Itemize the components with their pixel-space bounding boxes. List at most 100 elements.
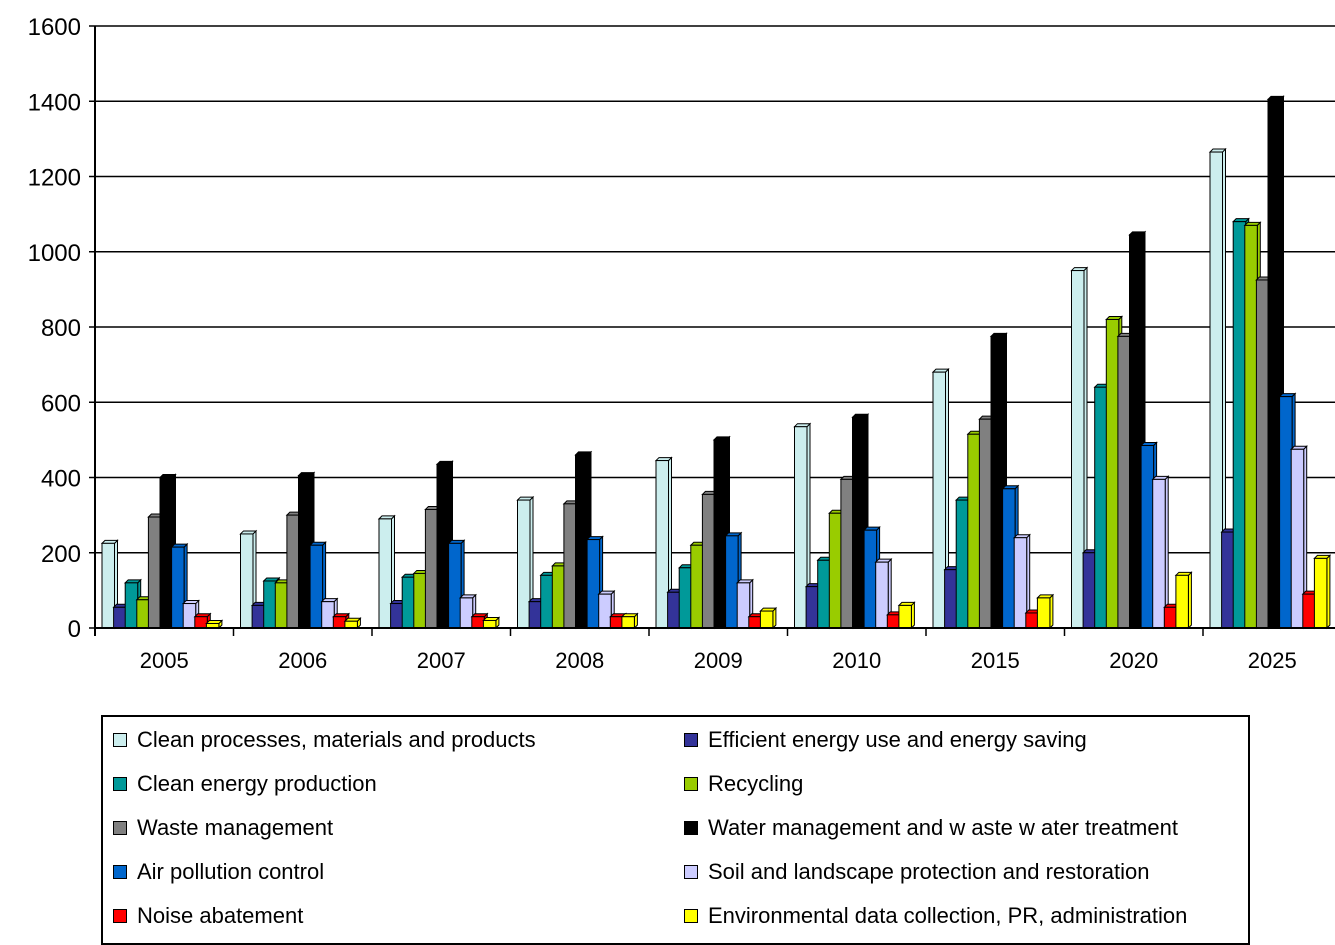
bar-front	[1267, 98, 1281, 629]
bar-front	[1175, 574, 1189, 629]
bar-front	[967, 433, 981, 629]
bar-front	[424, 508, 439, 629]
bar-front	[725, 535, 739, 629]
x-tick-label: 2020	[1109, 648, 1158, 673]
bar	[712, 435, 731, 630]
bar-front	[852, 416, 866, 629]
legend: Clean processes, materials and products E…	[101, 715, 1250, 945]
bar-front	[840, 478, 854, 629]
legend-item: Clean energy production	[113, 771, 377, 797]
bar	[205, 619, 224, 630]
bar-front	[459, 597, 474, 629]
bar-front	[251, 604, 266, 629]
bar-front	[1279, 396, 1293, 629]
y-tick-label: 400	[41, 466, 81, 493]
bar	[1012, 533, 1031, 630]
x-tick-label: 2025	[1248, 648, 1297, 673]
bar-front	[990, 335, 1004, 629]
bar-front	[713, 439, 727, 629]
bar	[1313, 554, 1332, 630]
bar-front	[609, 616, 624, 629]
bar-front	[598, 593, 612, 629]
bar-front	[1002, 488, 1016, 629]
bar-front	[240, 533, 254, 629]
bar-front	[794, 426, 808, 629]
legend-swatch	[113, 733, 127, 747]
bar-front	[932, 371, 946, 629]
bar-front	[1209, 151, 1223, 629]
bar-front	[1163, 606, 1178, 629]
bar-front	[298, 475, 312, 629]
bar-front	[690, 544, 704, 629]
bar-front	[448, 542, 462, 629]
legend-item: Water management and w aste w ater treat…	[684, 815, 1178, 841]
legend-swatch	[684, 909, 698, 923]
legend-item: Noise abatement	[113, 903, 303, 929]
bar-front	[528, 601, 543, 629]
bar-front	[1036, 597, 1051, 629]
bar-front	[805, 586, 820, 629]
bar-front	[390, 603, 404, 629]
bar-front	[182, 603, 197, 629]
y-tick-label: 1400	[28, 89, 81, 116]
legend-swatch	[684, 865, 698, 879]
bar-front	[817, 559, 831, 629]
bar-front	[955, 499, 970, 629]
legend-label: Noise abatement	[137, 903, 304, 928]
x-tick-label: 2006	[278, 648, 327, 673]
bar-front	[286, 514, 300, 629]
bar-front	[1117, 335, 1131, 629]
y-tick-label: 1600	[28, 14, 81, 41]
bar	[1036, 593, 1055, 630]
bar	[793, 422, 812, 630]
bar	[620, 612, 639, 630]
legend-item: Clean processes, materials and products	[113, 727, 536, 753]
bar-front	[621, 616, 635, 629]
bar	[654, 456, 673, 630]
bar-front	[378, 518, 392, 629]
bar-front	[828, 512, 843, 629]
bar-front	[1255, 279, 1270, 629]
legend-label: Water management and w aste w ater treat…	[708, 815, 1178, 840]
x-tick-label: 2010	[832, 648, 881, 673]
bar-front	[401, 576, 416, 629]
legend-swatch	[113, 777, 127, 791]
legend-item: Waste management	[113, 815, 333, 841]
bar-front	[436, 463, 450, 629]
bar-front	[563, 503, 577, 629]
bar-front	[482, 619, 497, 629]
bar-front	[1313, 557, 1328, 629]
bar-front	[748, 616, 762, 629]
bar-front	[886, 614, 901, 629]
bar	[1174, 571, 1193, 630]
bar-front	[736, 582, 751, 629]
bar	[482, 616, 501, 630]
y-tick-label: 800	[41, 315, 81, 342]
legend-label: Environmental data collection, PR, admin…	[708, 903, 1188, 928]
x-tick-label: 2007	[417, 648, 466, 673]
legend-item: Efficient energy use and energy saving	[684, 727, 1087, 753]
axes	[89, 25, 1335, 636]
bar-front	[113, 606, 127, 629]
bar-front	[471, 616, 485, 629]
bar-front	[171, 546, 185, 629]
bar-front	[344, 620, 358, 629]
bar	[931, 367, 950, 630]
legend-swatch	[113, 909, 127, 923]
legend-label: Air pollution control	[137, 859, 325, 884]
bar-front	[332, 616, 347, 629]
bar	[435, 460, 454, 630]
x-tick-label: 2008	[555, 648, 604, 673]
bar-front	[321, 601, 335, 629]
bar-front	[1105, 318, 1120, 629]
bar-front	[655, 460, 669, 629]
bar-front	[1140, 445, 1155, 629]
bar-front	[759, 610, 774, 629]
bar-front	[136, 599, 150, 629]
legend-item: Air pollution control	[113, 859, 324, 885]
legend-label: Waste management	[137, 815, 334, 840]
legend-label: Clean energy production	[137, 771, 377, 796]
legend-swatch	[113, 821, 127, 835]
bar-front	[1071, 270, 1085, 629]
bar	[759, 606, 778, 630]
